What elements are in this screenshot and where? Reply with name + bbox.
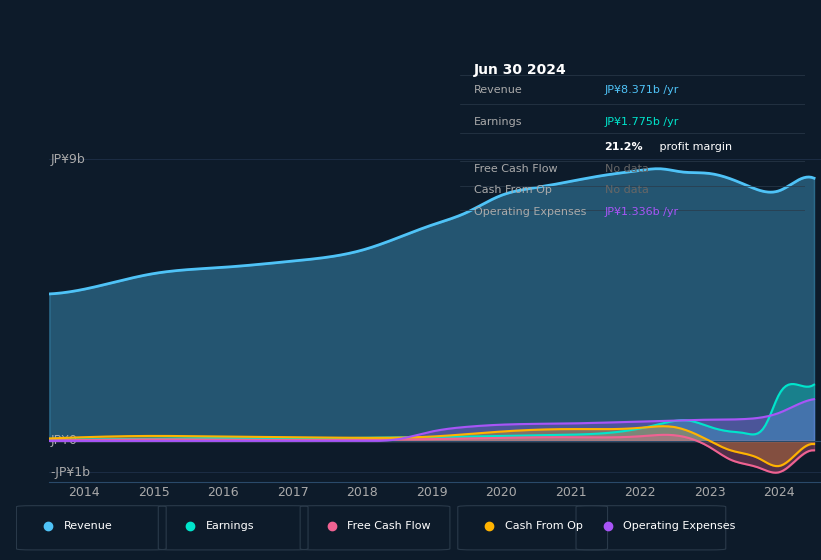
Text: Operating Expenses: Operating Expenses xyxy=(623,521,736,531)
Text: Cash From Op: Cash From Op xyxy=(505,521,583,531)
Text: 21.2%: 21.2% xyxy=(604,142,643,152)
Text: Free Cash Flow: Free Cash Flow xyxy=(474,164,557,174)
Text: profit margin: profit margin xyxy=(656,142,732,152)
Text: Earnings: Earnings xyxy=(474,117,522,127)
Text: JP¥0: JP¥0 xyxy=(51,435,78,447)
Text: Free Cash Flow: Free Cash Flow xyxy=(347,521,431,531)
Text: Cash From Op: Cash From Op xyxy=(474,185,552,195)
Text: JP¥9b: JP¥9b xyxy=(51,153,85,166)
Text: Operating Expenses: Operating Expenses xyxy=(474,207,586,217)
Text: No data: No data xyxy=(604,164,649,174)
Text: Revenue: Revenue xyxy=(474,85,522,95)
Text: Jun 30 2024: Jun 30 2024 xyxy=(474,63,566,77)
Text: Earnings: Earnings xyxy=(205,521,254,531)
Text: No data: No data xyxy=(604,185,649,195)
Text: -JP¥1b: -JP¥1b xyxy=(51,466,90,479)
Text: JP¥1.775b /yr: JP¥1.775b /yr xyxy=(604,117,679,127)
Text: JP¥8.371b /yr: JP¥8.371b /yr xyxy=(604,85,679,95)
Text: Revenue: Revenue xyxy=(64,521,112,531)
Text: JP¥1.336b /yr: JP¥1.336b /yr xyxy=(604,207,679,217)
